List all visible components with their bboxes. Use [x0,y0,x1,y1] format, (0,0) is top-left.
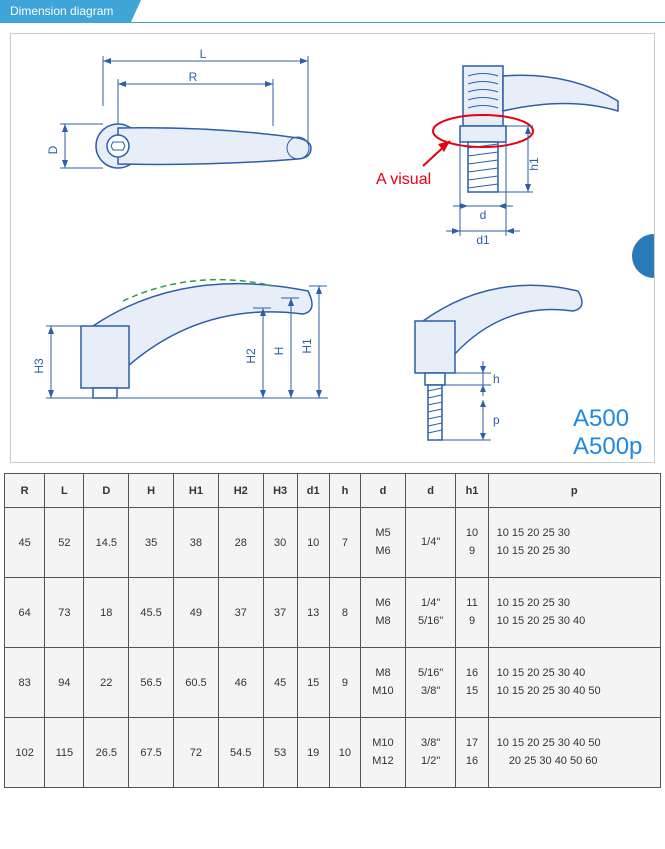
col-H1: H1 [174,474,219,508]
cell-H3: 53 [263,718,297,788]
view-side-female: H3 H2 H H1 [33,256,343,456]
table-header-row: RLDHH1H2H3d1hddh1p [5,474,661,508]
dim-D: D [46,145,60,154]
table-row: 455214.535382830107M5M61/4"10910 15 20 2… [5,508,661,578]
tab-label: Dimension diagram [10,4,113,18]
col-h: h [329,474,360,508]
table-body: 455214.535382830107M5M61/4"10910 15 20 2… [5,508,661,788]
cell-h1: 1615 [456,648,488,718]
dim-H: H [272,347,286,356]
cell-d-inch: 5/16"3/8" [405,648,456,718]
cell-H1: 72 [174,718,219,788]
cell-H2: 54.5 [218,718,263,788]
view-side-male: h p A500 A500p [373,266,663,476]
cell-p: 10 15 20 25 30 4010 15 20 25 30 40 50 [488,648,660,718]
dim-L: L [200,47,207,61]
col-H2: H2 [218,474,263,508]
tab-dimension-diagram[interactable]: Dimension diagram [0,0,131,22]
cell-p: 10 15 20 25 3010 15 20 25 30 40 [488,578,660,648]
cell-d-inch: 3/8"1/2" [405,718,456,788]
view-top: L R D [43,46,343,216]
table-row: 64731845.5493737138M6M81/4"5/16"11910 15… [5,578,661,648]
cell-R: 45 [5,508,45,578]
cell-H1: 49 [174,578,219,648]
cell-H1: 38 [174,508,219,578]
col-d: d [361,474,406,508]
col-d1: d1 [297,474,329,508]
cell-H3: 45 [263,648,297,718]
cell-d-inch: 1/4"5/16" [405,578,456,648]
cell-H3: 37 [263,578,297,648]
cell-R: 102 [5,718,45,788]
cell-L: 115 [45,718,84,788]
cell-h: 9 [329,648,360,718]
dim-d: d [480,208,487,222]
dim-h1: h1 [527,157,541,171]
table-row: 10211526.567.57254.5531910M10M123/8"1/2"… [5,718,661,788]
dim-H1: H1 [300,338,314,354]
model-a500p: A500p [573,433,642,460]
cell-h: 7 [329,508,360,578]
cell-H3: 30 [263,508,297,578]
dim-R: R [189,70,198,84]
cell-d-metric: M10M12 [361,718,406,788]
cell-d1: 19 [297,718,329,788]
dim-d1: d1 [476,233,490,247]
cell-L: 73 [45,578,84,648]
cell-H: 67.5 [129,718,174,788]
cell-H: 56.5 [129,648,174,718]
cell-h1: 1716 [456,718,488,788]
cell-d1: 15 [297,648,329,718]
cell-D: 18 [84,578,129,648]
cell-R: 83 [5,648,45,718]
cell-d-metric: M6M8 [361,578,406,648]
col-R: R [5,474,45,508]
cell-h: 10 [329,718,360,788]
col-L: L [45,474,84,508]
col-d: d [405,474,456,508]
tab-bar: Dimension diagram [0,0,665,23]
cell-R: 64 [5,578,45,648]
col-h1: h1 [456,474,488,508]
col-H3: H3 [263,474,297,508]
diagram-area: L R D [10,33,655,463]
cell-L: 52 [45,508,84,578]
cell-D: 26.5 [84,718,129,788]
dim-p: p [493,413,500,427]
dim-h: h [493,372,500,386]
col-p: p [488,474,660,508]
cell-H: 35 [129,508,174,578]
model-a500: A500 [573,405,629,432]
cell-h: 8 [329,578,360,648]
col-H: H [129,474,174,508]
cell-d-metric: M8M10 [361,648,406,718]
cell-p: 10 15 20 25 3010 15 20 25 30 [488,508,660,578]
cell-H1: 60.5 [174,648,219,718]
cell-d1: 13 [297,578,329,648]
cell-H2: 28 [218,508,263,578]
cell-d-metric: M5M6 [361,508,406,578]
cell-p: 10 15 20 25 30 40 50 20 25 30 40 50 60 [488,718,660,788]
annotation-a-visual: A visual [376,171,431,188]
dimension-table: RLDHH1H2H3d1hddh1p 455214.535382830107M5… [4,473,661,788]
dim-H2: H2 [244,348,258,364]
cell-H: 45.5 [129,578,174,648]
cell-h1: 119 [456,578,488,648]
cell-d1: 10 [297,508,329,578]
view-thread: A visual h1 d d1 [368,56,648,256]
cell-L: 94 [45,648,84,718]
dim-H3: H3 [33,358,46,374]
cell-D: 14.5 [84,508,129,578]
table-row: 83942256.560.54645159M8M105/16"3/8"16151… [5,648,661,718]
cell-d-inch: 1/4" [405,508,456,578]
cell-h1: 109 [456,508,488,578]
col-D: D [84,474,129,508]
cell-H2: 46 [218,648,263,718]
cell-H2: 37 [218,578,263,648]
cell-D: 22 [84,648,129,718]
